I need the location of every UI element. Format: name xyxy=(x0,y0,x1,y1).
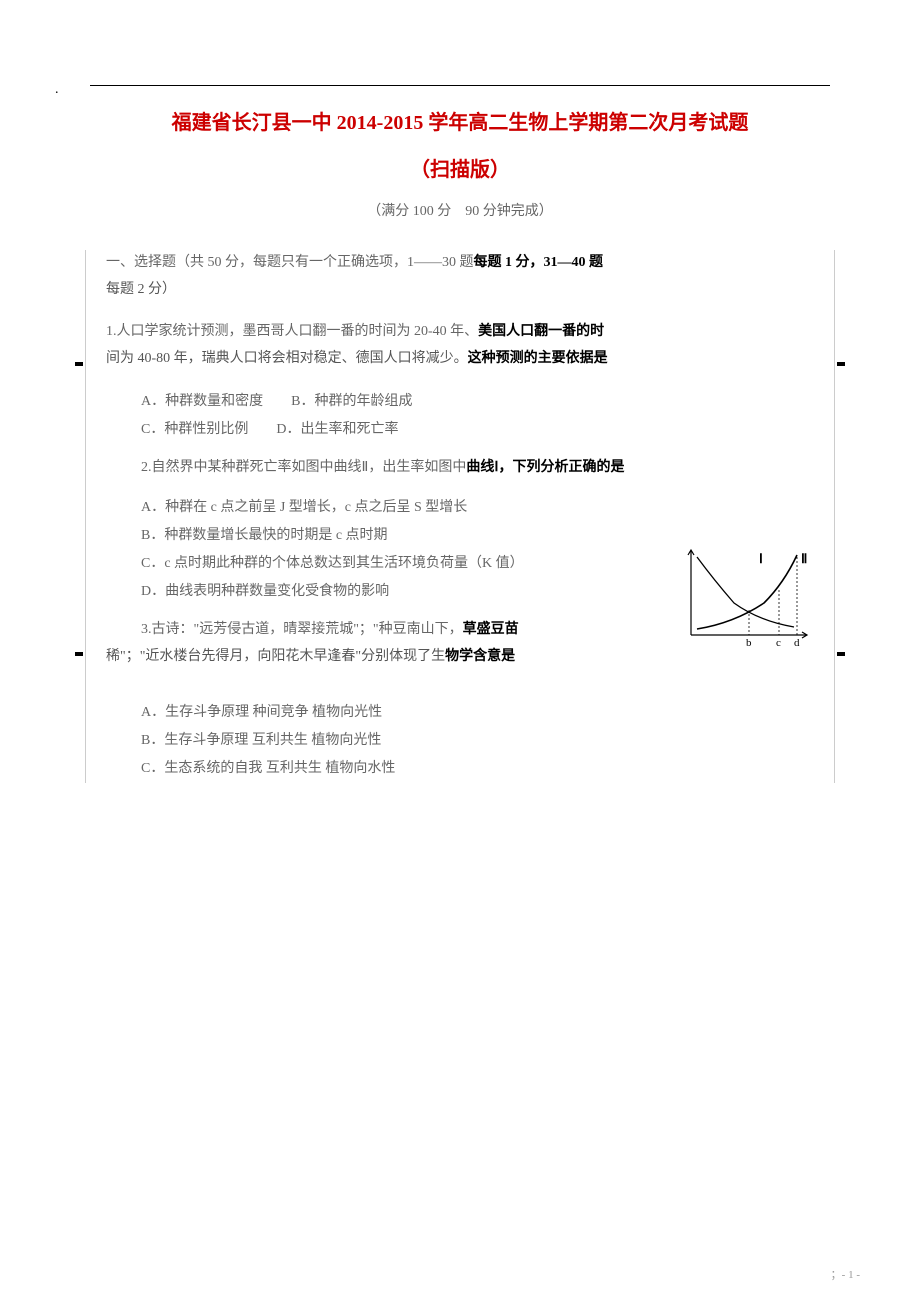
page-number: ；- 1 - xyxy=(831,1266,860,1282)
side-marker xyxy=(75,362,83,366)
svg-text:c: c xyxy=(776,637,781,649)
q3-text1: 3.古诗："远芳侵古道，晴翠接荒城"；"种豆南山下， xyxy=(141,622,463,637)
q1-bold2: 这种预测的主要依据是 xyxy=(468,351,608,366)
question-1: 1.人口学家统计预测，墨西哥人口翻一番的时间为 20-40 年、美国人口翻一番的… xyxy=(106,319,814,444)
q3-text2-bold: 物学含意是 xyxy=(445,649,515,664)
q1-opt-d: D．出生率和死亡率 xyxy=(276,422,398,437)
q1-options: A．种群数量和密度 B．种群的年龄组成 C．种群性别比例 D．出生率和死亡率 xyxy=(106,388,814,444)
q3-text2: 稀"；"近水楼台先得月，向阳花木早逢春"分别体现了生 xyxy=(106,649,445,664)
q3-options: A．生存斗争原理 种间竞争 植物向光性 B．生存斗争原理 互利共生 植物向光性 … xyxy=(106,699,814,783)
q3-opt-c: C．生态系统的自我 互利共生 植物向水性 xyxy=(141,755,814,783)
q2-opt-d: D．曲线表明种群数量变化受食物的影响 xyxy=(141,578,659,606)
svg-text:b: b xyxy=(746,637,752,649)
q1-opt-a: A．种群数量和密度 xyxy=(141,394,263,409)
q2-opt-a: A．种群在 c 点之前呈 J 型增长，c 点之后呈 S 型增长 xyxy=(141,494,659,522)
page-container: . 福建省长汀县一中 2014-2015 学年高二生物上学期第二次月考试题 （扫… xyxy=(0,0,920,833)
q1-text1: 1.人口学家统计预测，墨西哥人口翻一番的时间为 20-40 年、 xyxy=(106,324,478,339)
q1-opt-b: B．种群的年龄组成 xyxy=(291,394,412,409)
svg-text:Ⅱ: Ⅱ xyxy=(801,551,807,566)
side-marker xyxy=(75,652,83,656)
q2-text1: 2.自然界中某种群死亡率如图中曲线Ⅱ，出生率如图中 xyxy=(141,460,466,475)
q1-text2: 间为 40-80 年，瑞典人口将会相对稳定、德国人口将减少。 xyxy=(106,351,468,366)
q2-opt-b: B．种群数量增长最快的时期是 c 点时期 xyxy=(141,522,659,550)
chart-wrapper: Ⅰ Ⅱ b c d xyxy=(679,545,814,655)
dot-mark: . xyxy=(55,82,59,98)
side-marker xyxy=(837,362,845,366)
instruction-bold1: 每题 1 分，31—40 题 xyxy=(474,255,604,270)
instruction-text2: 每题 2 分） xyxy=(106,277,814,304)
q3-text1-bold: 草盛豆苗 xyxy=(463,622,519,637)
q2-text1-bold: 曲线Ⅰ，下列分析正确的是 xyxy=(466,460,624,475)
q2-opt-c: C．c 点时期此种群的个体总数达到其生活环境负荷量（K 值） xyxy=(141,550,659,578)
header-rule xyxy=(90,85,830,86)
exam-title-line2: （扫描版） xyxy=(60,153,860,182)
q3-opt-a: A．生存斗争原理 种间竞争 植物向光性 xyxy=(141,699,814,727)
svg-text:Ⅰ: Ⅰ xyxy=(759,551,763,566)
q1-bold1: 美国人口翻一番的时 xyxy=(478,324,604,339)
q3-opt-b: B．生存斗争原理 互利共生 植物向光性 xyxy=(141,727,814,755)
population-chart: Ⅰ Ⅱ b c d xyxy=(679,545,814,650)
exam-subtitle: （满分 100 分 90 分钟完成） xyxy=(60,200,860,220)
q1-opt-c: C．种群性别比例 xyxy=(141,422,248,437)
instruction-text1: 一、选择题（共 50 分，每题只有一个正确选项，1——30 题 xyxy=(106,255,474,270)
svg-text:d: d xyxy=(794,637,800,649)
content-box: 一、选择题（共 50 分，每题只有一个正确选项，1——30 题每题 1 分，31… xyxy=(85,250,835,783)
exam-title-line1: 福建省长汀县一中 2014-2015 学年高二生物上学期第二次月考试题 xyxy=(60,106,860,135)
section-instruction: 一、选择题（共 50 分，每题只有一个正确选项，1——30 题每题 1 分，31… xyxy=(106,250,814,303)
side-marker xyxy=(837,652,845,656)
